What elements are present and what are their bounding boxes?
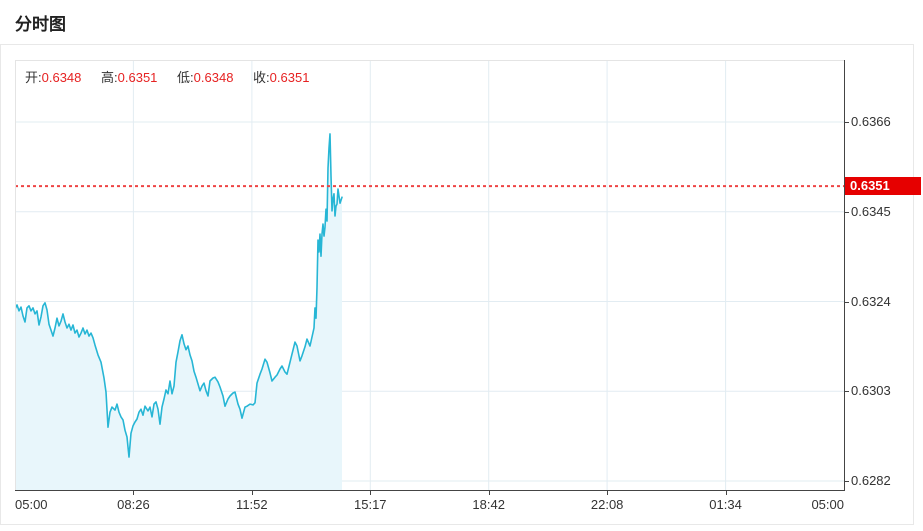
ohlc-open-value: 0.6348 [41,70,82,85]
chart-panel-border [0,44,914,525]
x-tick-label: 08:26 [117,497,150,512]
ohlc-open-label: 开: [25,70,42,85]
ohlc-legend: 开:0.6348 高:0.6351 低:0.6348 收:0.6351 [25,67,325,86]
ohlc-low-value: 0.6348 [193,70,234,85]
x-tick-label: 11:52 [236,497,268,512]
ohlc-open: 开:0.6348 [25,70,81,85]
y-axis-line [844,60,845,491]
x-tick-label: 05:00 [15,497,48,512]
x-tick-label: 18:42 [472,497,505,512]
x-axis-tick [489,491,490,495]
y-axis-tick [845,212,849,213]
y-axis-tick [845,302,849,303]
x-tick-label: 01:34 [709,497,742,512]
x-tick-label: 05:00 [811,497,844,512]
x-axis-tick [252,491,253,495]
y-tick-label: 0.6324 [851,294,891,309]
plot-top-border [15,60,844,61]
plot-left-border [15,60,16,490]
y-axis-tick [845,481,849,482]
ohlc-close: 收:0.6351 [253,70,309,85]
x-axis-line [15,490,845,491]
ohlc-close-label: 收: [253,70,270,85]
current-price-badge: 0.6351 [845,177,921,195]
x-axis-tick [370,491,371,495]
ohlc-high-label: 高: [101,70,118,85]
x-axis-tick [726,491,727,495]
page-title: 分时图 [15,15,66,34]
y-axis-tick [845,122,849,123]
y-tick-label: 0.6303 [851,383,891,398]
ohlc-high: 高:0.6351 [101,70,157,85]
ohlc-low-label: 低: [177,70,194,85]
ohlc-close-value: 0.6351 [269,70,310,85]
y-tick-label: 0.6366 [851,114,891,129]
ohlc-low: 低:0.6348 [177,70,233,85]
y-axis-tick [845,391,849,392]
x-tick-label: 22:08 [590,497,624,512]
x-tick-label: 15:17 [354,497,387,512]
price-line-chart[interactable] [15,60,844,490]
y-tick-label: 0.6345 [851,204,891,219]
ohlc-high-value: 0.6351 [117,70,158,85]
x-axis-tick [133,491,134,495]
y-tick-label: 0.6282 [851,473,891,488]
x-axis-tick [607,491,608,495]
